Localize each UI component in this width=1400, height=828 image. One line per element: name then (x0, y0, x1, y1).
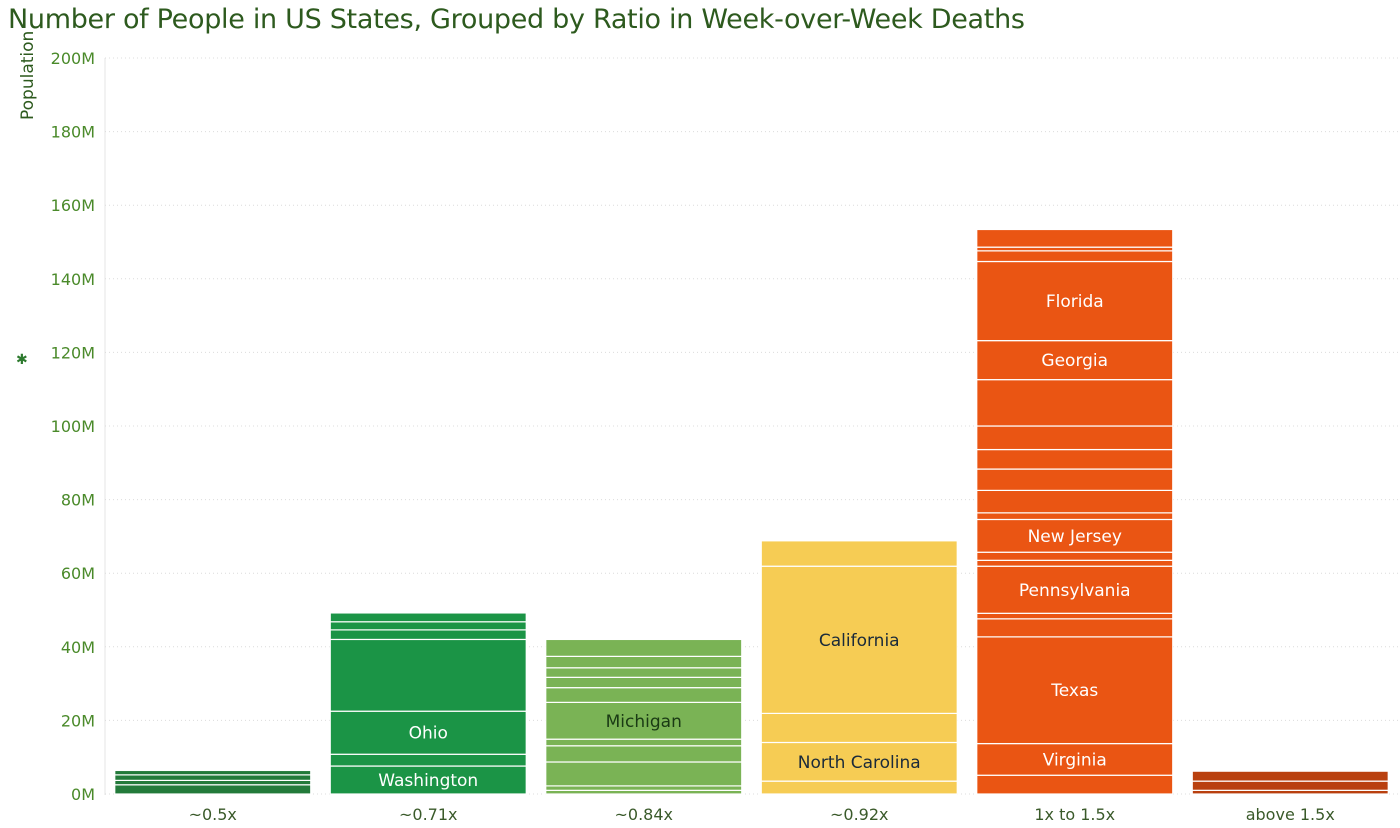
bar-segment[interactable] (760, 780, 958, 795)
x-tick-label: ~0.92x (830, 805, 889, 824)
bar-segment[interactable] (545, 638, 743, 657)
bar-segment[interactable] (976, 742, 1174, 776)
bar-segment[interactable] (329, 638, 527, 712)
bar-segment[interactable] (545, 738, 743, 747)
y-tick-label: 60M (61, 564, 95, 583)
bar-segment[interactable] (545, 745, 743, 763)
bar-segment[interactable] (976, 425, 1174, 451)
bar-2[interactable]: Michigan (545, 638, 743, 795)
bar-segment[interactable] (976, 448, 1174, 470)
bar-segment[interactable] (545, 761, 743, 787)
bar-segment[interactable] (976, 228, 1174, 248)
y-tick-label: 20M (61, 711, 95, 730)
bar-segment[interactable] (976, 559, 1174, 567)
segment-label: Georgia (1041, 351, 1108, 371)
y-tick-label: 140M (51, 270, 95, 289)
bar-0[interactable] (114, 769, 312, 795)
x-tick-label: ~0.5x (189, 805, 237, 824)
bar-segment[interactable] (114, 774, 312, 781)
bar-5[interactable] (1191, 770, 1389, 795)
bar-4[interactable]: Virginia Texas Pennsylvania New Jersey Georg… (976, 228, 1174, 795)
bar-segment[interactable] (976, 468, 1174, 491)
segment-label: California (819, 631, 900, 651)
y-tick-label: 0M (71, 785, 95, 804)
segment-label: Ohio (409, 724, 448, 744)
segment-label: North Carolina (798, 753, 921, 773)
y-tick-label: 160M (51, 196, 95, 215)
bar-segment[interactable] (114, 769, 312, 776)
bar-segment[interactable] (976, 340, 1174, 381)
y-axis-ticks: 0M 20M 40M 60M 80M 100M 120M 140M 160M 180M 200M (51, 49, 95, 804)
bar-segment[interactable] (545, 701, 743, 740)
bar-segment[interactable] (976, 618, 1174, 638)
segment-label: Washington (378, 771, 478, 791)
bar-segment[interactable] (1191, 770, 1389, 782)
bar-segment[interactable] (114, 784, 312, 795)
bar-3[interactable]: North Carolina California (760, 540, 958, 795)
bar-segment[interactable] (329, 765, 527, 795)
bar-segment[interactable] (329, 710, 527, 755)
y-tick-label: 80M (61, 491, 95, 510)
bar-segment[interactable] (329, 621, 527, 631)
bar-segment[interactable] (329, 629, 527, 641)
x-tick-label: ~0.71x (399, 805, 458, 824)
bar-segment[interactable] (760, 712, 958, 744)
bar-segment[interactable] (976, 489, 1174, 514)
y-tick-label: 120M (51, 343, 95, 362)
chart-title: Number of People in US States, Grouped b… (8, 4, 1025, 35)
gridlines (104, 57, 1398, 795)
bar-segment[interactable] (760, 741, 958, 782)
y-tick-label: 100M (51, 417, 95, 436)
bar-segment[interactable] (976, 612, 1174, 620)
x-axis-ticks: ~0.5x ~0.71x ~0.84x ~0.92x 1x to 1.5x above 1… (189, 805, 1335, 824)
y-tick-label: 200M (51, 49, 95, 68)
bar-segment[interactable] (976, 774, 1174, 795)
bar-segment[interactable] (329, 753, 527, 767)
bar-segment[interactable] (545, 687, 743, 703)
bar-1[interactable]: Washington Ohio (329, 612, 527, 795)
segment-label: Pennsylvania (1019, 581, 1131, 601)
bar-segment[interactable] (545, 655, 743, 669)
y-axis-label: Population (18, 30, 38, 120)
bar-segment[interactable] (545, 667, 743, 678)
y-tick-label: 180M (51, 123, 95, 142)
bar-segment[interactable] (976, 518, 1174, 553)
bar-segment[interactable] (1191, 780, 1389, 791)
bar-segment[interactable] (976, 379, 1174, 427)
bar-segment[interactable] (760, 540, 958, 567)
bar-segment[interactable] (329, 612, 527, 623)
x-tick-label: 1x to 1.5x (1034, 805, 1115, 824)
bar-segment[interactable] (976, 260, 1174, 342)
segment-label: New Jersey (1028, 527, 1122, 547)
bar-segment[interactable] (976, 636, 1174, 745)
x-tick-label: above 1.5x (1246, 805, 1335, 824)
segment-label: Florida (1046, 292, 1104, 312)
pin-icon[interactable]: ✱ (16, 352, 28, 368)
segment-label: Virginia (1043, 750, 1107, 770)
x-tick-label: ~0.84x (615, 805, 674, 824)
bar-segment[interactable] (760, 565, 958, 715)
bar-segment[interactable] (976, 565, 1174, 614)
segment-label: Michigan (606, 712, 682, 732)
bar-segment[interactable] (545, 676, 743, 689)
bar-segment[interactable] (114, 779, 312, 786)
bars: Washington Ohio Michigan North Carolina Cali… (114, 228, 1389, 795)
y-tick-label: 40M (61, 638, 95, 657)
bar-segment[interactable] (976, 512, 1174, 521)
bar-segment[interactable] (976, 551, 1174, 561)
segment-label: Texas (1050, 681, 1098, 701)
bar-segment[interactable] (976, 250, 1174, 263)
bar-segment[interactable] (545, 785, 743, 791)
